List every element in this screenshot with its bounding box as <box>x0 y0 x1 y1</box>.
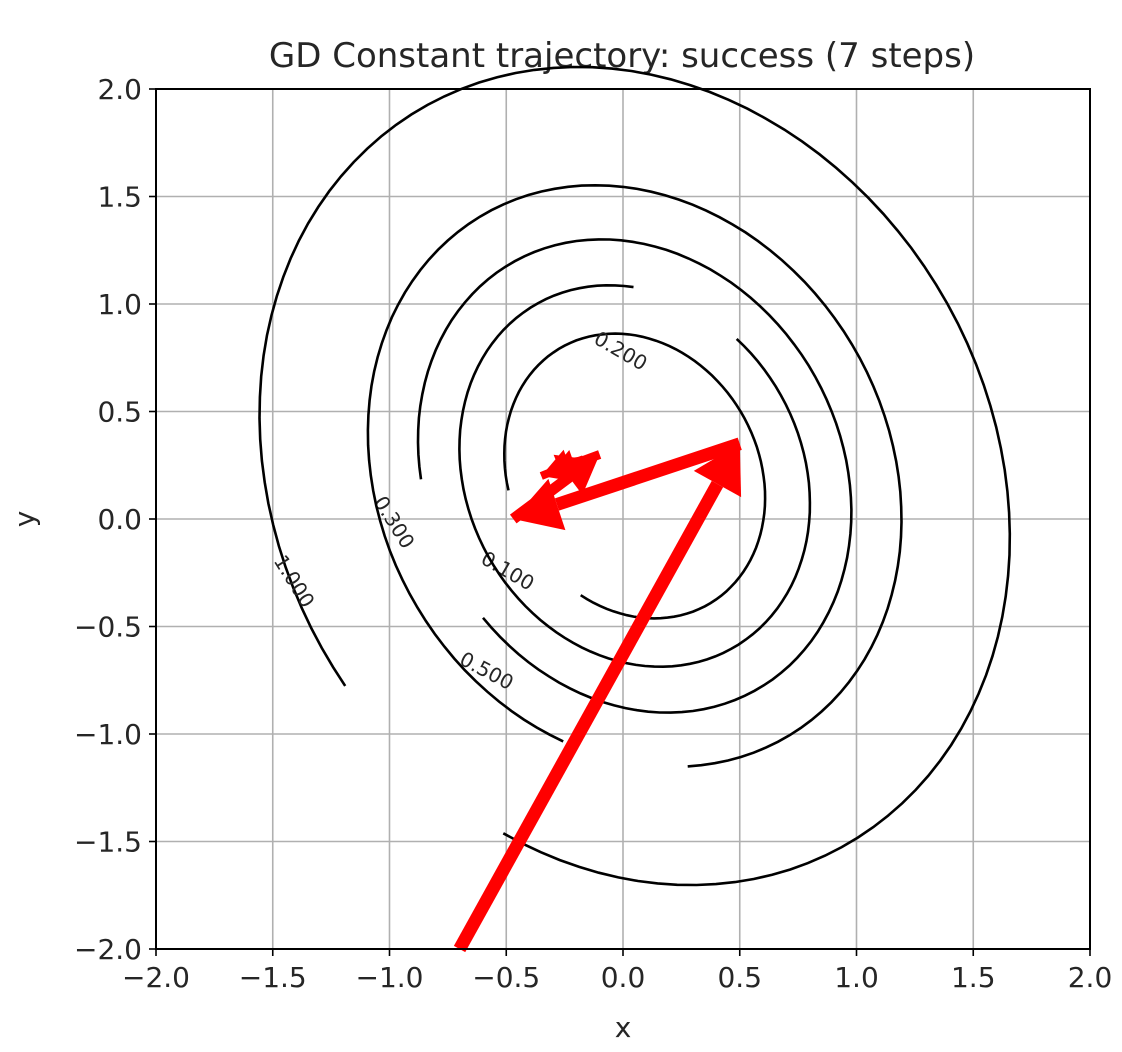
y-tick-label: −2.0 <box>74 933 142 966</box>
trajectory-step <box>572 455 585 466</box>
contour-line <box>258 65 1012 887</box>
contour-line <box>366 183 903 768</box>
x-tick-label: 0.0 <box>601 961 646 994</box>
y-tick-label: 0.0 <box>97 503 142 536</box>
x-axis-label: x <box>615 1011 632 1044</box>
trajectory-step <box>453 480 724 953</box>
trajectory-arrowhead <box>553 450 578 475</box>
contour-line <box>458 283 812 669</box>
y-tick-label: 0.5 <box>97 396 142 429</box>
trajectory-arrowhead <box>693 443 742 498</box>
grid <box>155 88 1091 950</box>
contour-line <box>416 238 853 714</box>
x-tick-label: 1.0 <box>834 961 879 994</box>
y-tick-label: 2.0 <box>97 73 142 106</box>
x-tick-label: −1.0 <box>356 961 424 994</box>
contour-line <box>502 332 767 620</box>
ticks: −2.0 −1.5 −1.0 −0.5 0.0 0.5 1.0 1.5 2.0 2.0 1.5 1.0… <box>74 73 1112 994</box>
x-tick-label: 0.5 <box>717 961 762 994</box>
trajectory-step <box>509 472 573 524</box>
trajectory <box>453 437 742 953</box>
trajectory-step <box>554 437 742 511</box>
x-tick-label: −1.5 <box>239 961 307 994</box>
contour-label: 1.000 <box>269 551 320 612</box>
y-tick-label: 1.5 <box>97 181 142 214</box>
y-tick-label: 1.0 <box>97 288 142 321</box>
x-tick-label: 1.5 <box>951 961 996 994</box>
y-tick-label: −1.0 <box>74 718 142 751</box>
y-tick-label: −1.5 <box>74 826 142 859</box>
x-tick-label: −0.5 <box>472 961 540 994</box>
y-tick-label: −0.5 <box>74 611 142 644</box>
x-tick-label: −2.0 <box>122 961 190 994</box>
x-tick-label: 2.0 <box>1068 961 1113 994</box>
y-axis-label: y <box>8 511 41 528</box>
contour-label: 0.500 <box>456 647 518 695</box>
